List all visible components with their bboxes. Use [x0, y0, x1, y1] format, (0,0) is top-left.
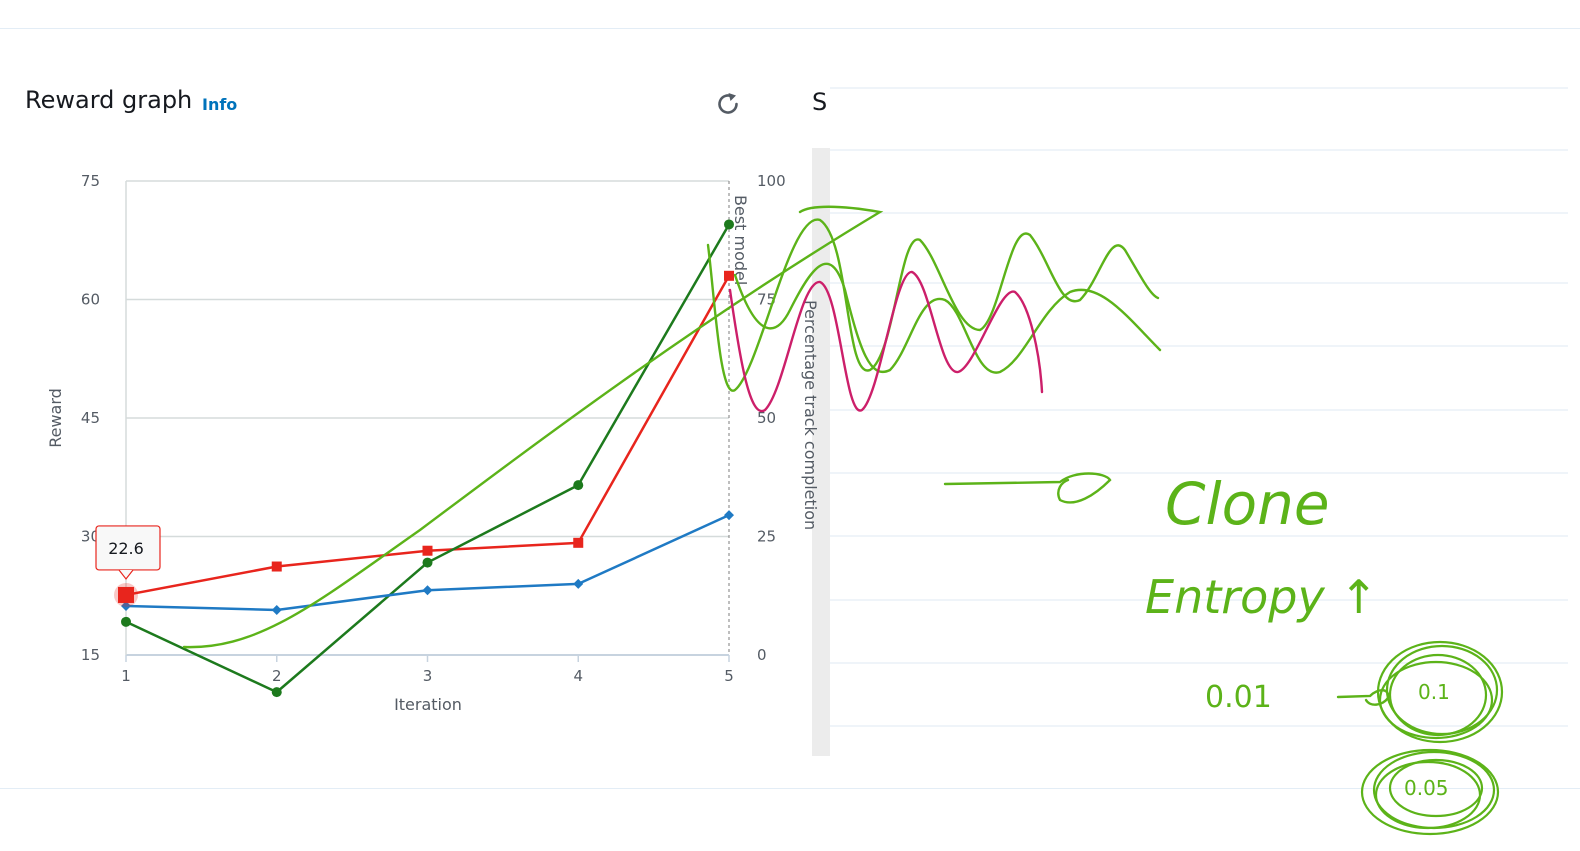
data-point-s2-4 [573, 480, 584, 491]
y-right-axis-title: Percentage track completion [801, 300, 820, 530]
data-point-s3-3 [422, 585, 433, 596]
y-right-tick-label: 0 [757, 646, 767, 664]
note-entropy: Entropy ↑ [1145, 570, 1378, 624]
y-tick-label: 60 [81, 291, 100, 309]
next-panel-title: S [812, 88, 828, 116]
x-tick-label: 4 [573, 667, 583, 685]
top-divider [0, 28, 1580, 29]
x-tick-label: 2 [272, 667, 282, 685]
panel-title: Reward graph [25, 86, 193, 114]
y-axis-title: Reward [46, 388, 65, 448]
data-point-s2-5 [724, 219, 734, 230]
note-clone: Clone [1165, 470, 1330, 538]
x-tick-label: 3 [423, 667, 433, 685]
note-value-3: 0.05 [1404, 776, 1449, 800]
data-point-s2-3 [422, 557, 433, 568]
series-line-2 [125, 223, 731, 694]
data-point-s3-2 [271, 604, 282, 615]
note-value-1: 0.01 [1205, 680, 1272, 715]
refresh-icon [718, 93, 738, 114]
data-point-s2-1 [121, 616, 131, 627]
y-tick-label: 15 [81, 646, 100, 664]
grid-layer [126, 180, 729, 656]
x-axis-title: Iteration [394, 695, 462, 714]
data-point-s3-4 [573, 578, 584, 589]
tooltip-value: 22.6 [108, 539, 144, 558]
data-point-s1-2 [271, 561, 282, 572]
y-tick-label: 45 [81, 409, 100, 427]
data-point-s1-4 [573, 537, 584, 548]
tooltip-pointer [118, 569, 134, 580]
series-layer [121, 219, 734, 698]
y-tick-label: 30 [81, 528, 100, 546]
info-link[interactable]: Info [202, 95, 238, 114]
x-tick-label: 5 [724, 667, 734, 685]
data-point-s3-5 [724, 510, 734, 521]
hover-point [118, 586, 134, 603]
y-right-tick-label: 25 [757, 528, 776, 546]
bottom-divider [0, 788, 1580, 789]
y-right-tick-label: 75 [757, 291, 776, 309]
data-point-s1-5 [724, 270, 734, 281]
refresh-button[interactable] [712, 88, 744, 120]
data-point-s1-3 [422, 545, 433, 556]
y-right-tick-label: 50 [757, 409, 776, 427]
y-tick-label: 75 [81, 172, 100, 190]
data-point-s3-1 [121, 601, 131, 612]
y-right-tick-label: 100 [757, 172, 786, 190]
note-value-2: 0.1 [1418, 680, 1450, 704]
x-tick-label: 1 [121, 667, 131, 685]
tooltip-layer: 22.6 [95, 525, 161, 607]
data-point-s2-2 [271, 687, 282, 698]
